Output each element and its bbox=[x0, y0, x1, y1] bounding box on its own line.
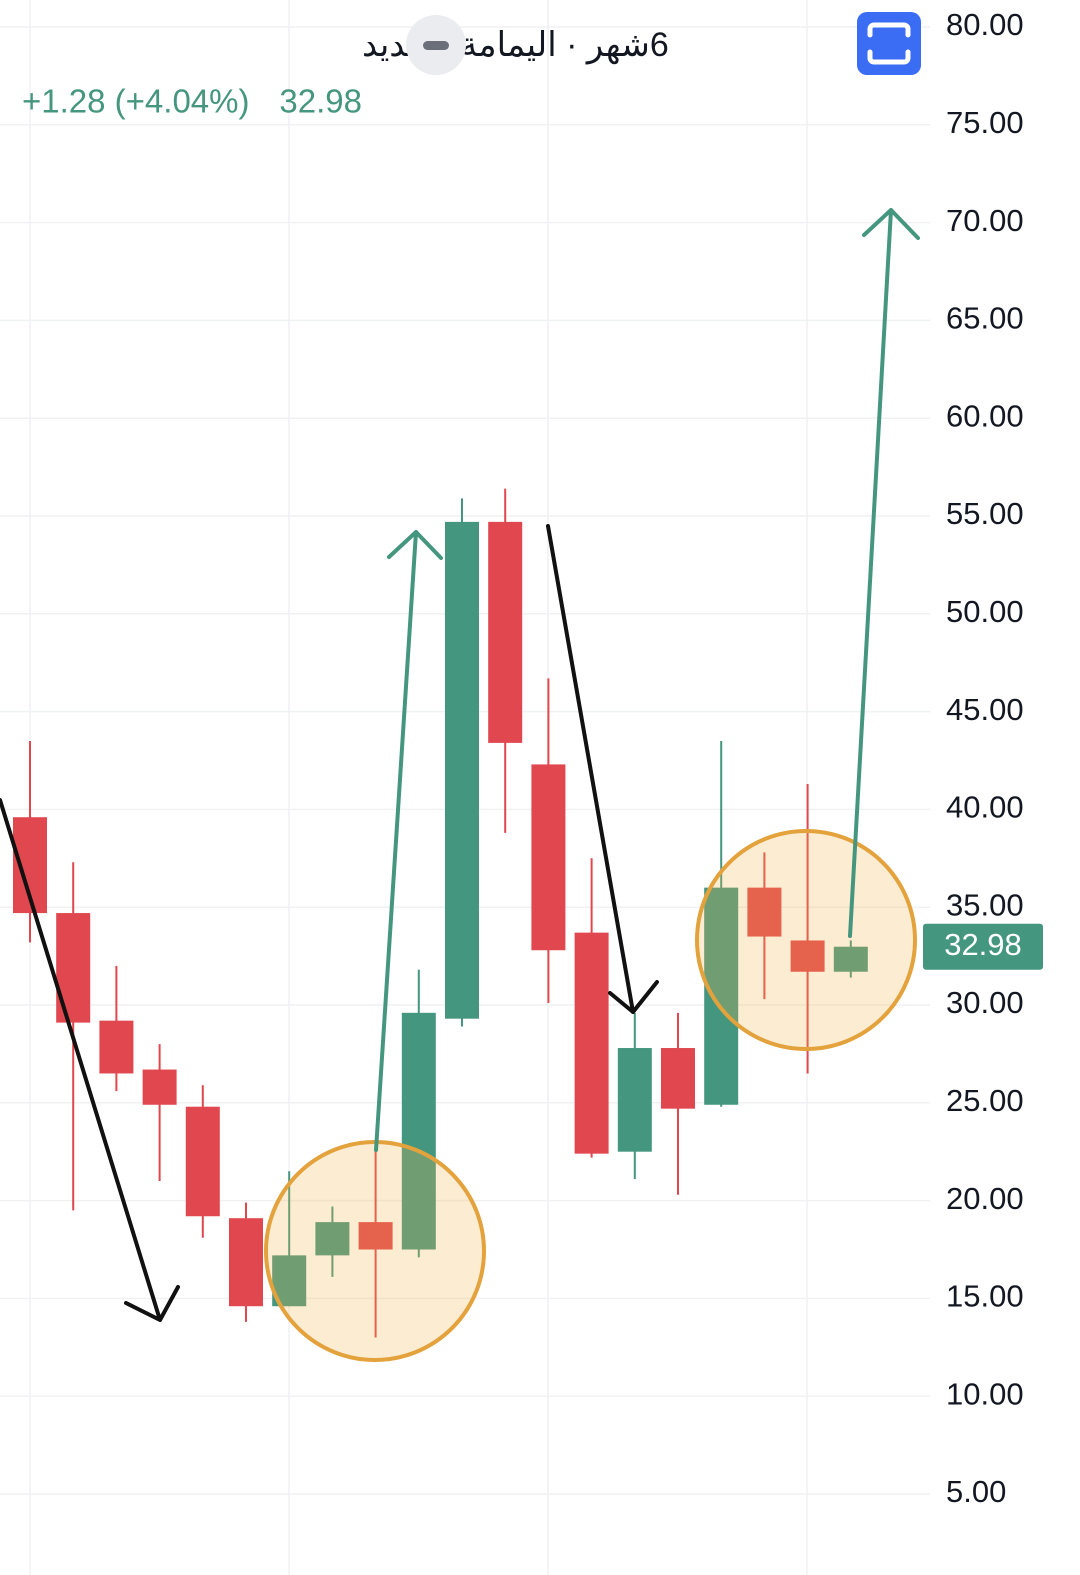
candle-body bbox=[358, 1222, 393, 1250]
arrow-up bbox=[848, 208, 920, 938]
candle-body bbox=[185, 1106, 220, 1217]
candle-body bbox=[704, 887, 739, 1105]
candle-body bbox=[99, 1020, 134, 1074]
y-tick-label: 75.00 bbox=[946, 105, 1024, 140]
change: +1.28 (+4.04%) bbox=[22, 83, 250, 120]
highlight-circle bbox=[264, 1140, 486, 1362]
fullscreen-button[interactable] bbox=[857, 12, 921, 75]
y-tick-label: 55.00 bbox=[946, 496, 1024, 531]
highlight-circle bbox=[695, 829, 917, 1051]
candle-body bbox=[617, 1048, 652, 1152]
candle-body bbox=[790, 940, 825, 972]
y-tick-label: 20.00 bbox=[946, 1181, 1024, 1216]
y-tick-label: 30.00 bbox=[946, 985, 1024, 1020]
candle-body bbox=[488, 521, 523, 743]
last-price: 32.98 bbox=[279, 83, 362, 120]
y-tick-label: 70.00 bbox=[946, 203, 1024, 238]
candle-body bbox=[574, 932, 609, 1154]
y-tick-label: 65.00 bbox=[946, 301, 1024, 336]
fullscreen-icon bbox=[867, 22, 911, 65]
candle-body bbox=[315, 1222, 350, 1256]
price-badge bbox=[923, 923, 1043, 970]
y-tick-label: 40.00 bbox=[946, 790, 1024, 825]
candle-body bbox=[401, 1012, 436, 1250]
candle-body bbox=[833, 946, 868, 972]
y-tick-label: 50.00 bbox=[946, 594, 1024, 629]
candle-body bbox=[531, 764, 566, 951]
candle-body bbox=[661, 1048, 695, 1109]
annotations bbox=[0, 208, 920, 1362]
candle-body bbox=[229, 1218, 263, 1307]
price-axis: 5.00 10.00 15.00 20.00 25.00 30.00 35.00 40.00 4… bbox=[946, 7, 1024, 1509]
price-badge-label: 32.98 bbox=[944, 927, 1022, 962]
arrow-down bbox=[546, 524, 659, 1014]
candle-body bbox=[56, 913, 91, 1023]
candle-body bbox=[747, 887, 782, 937]
candle-body bbox=[445, 521, 479, 1019]
arrow-up bbox=[374, 530, 443, 1152]
y-tick-label: 5.00 bbox=[946, 1474, 1006, 1509]
y-tick-label: 15.00 bbox=[946, 1279, 1024, 1314]
y-tick-label: 25.00 bbox=[946, 1083, 1024, 1118]
y-tick-label: 35.00 bbox=[946, 887, 1024, 922]
arrow-down bbox=[0, 798, 180, 1322]
candle-body bbox=[142, 1069, 177, 1105]
collapse-icon bbox=[423, 41, 449, 50]
y-tick-label: 45.00 bbox=[946, 692, 1024, 727]
y-tick-label: 60.00 bbox=[946, 398, 1024, 433]
y-tick-label: 10.00 bbox=[946, 1376, 1024, 1411]
y-tick-label: 80.00 bbox=[946, 7, 1024, 42]
